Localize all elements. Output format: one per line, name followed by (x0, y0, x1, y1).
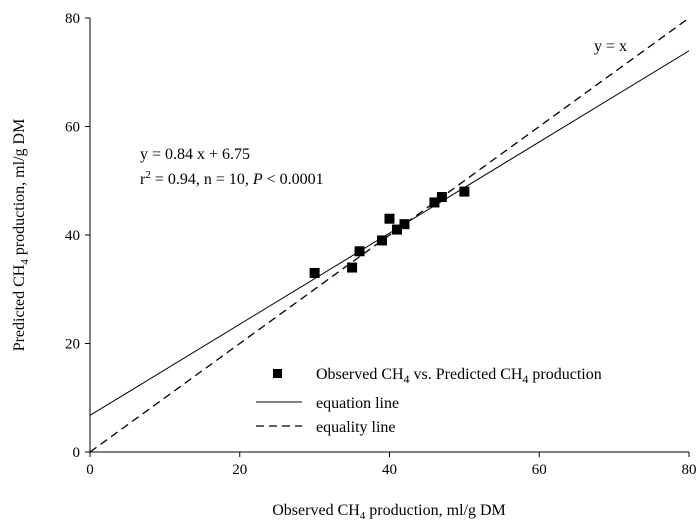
y-tick-label: 20 (65, 337, 80, 353)
y-axis-ticks: 0 20 40 60 80 (65, 11, 90, 461)
legend-label-equality-line: equality line (316, 419, 396, 436)
x-axis-title: Observed CH4 production, ml/g DM (272, 502, 505, 522)
equation-line (90, 50, 689, 416)
legend: Observed CH4 vs. Predicted CH4 productio… (256, 366, 602, 436)
data-point (459, 186, 470, 197)
x-tick-label: 0 (86, 462, 94, 478)
y-tick-label: 40 (65, 228, 80, 244)
y-tick-label: 80 (65, 11, 80, 27)
x-tick-label: 60 (532, 462, 547, 478)
legend-label-equation-line: equation line (316, 395, 399, 412)
fit-lines (90, 18, 689, 452)
data-point (384, 213, 395, 224)
x-tick-label: 80 (682, 462, 697, 478)
y-tick-label: 60 (65, 120, 80, 136)
x-tick-label: 20 (232, 462, 247, 478)
legend-marker-square (273, 369, 282, 378)
equation-annotation: y = 0.84 x + 6.75 (140, 146, 250, 163)
y-axis-title: Predicted CH4 production, ml/g DM (11, 119, 31, 352)
stats-annotation: r2 = 0.94, n = 10, P < 0.0001 (140, 169, 324, 188)
x-tick-label: 40 (382, 462, 397, 478)
legend-label-points: Observed CH4 vs. Predicted CH4 productio… (316, 366, 602, 386)
data-point (429, 197, 440, 208)
data-point (436, 192, 447, 203)
data-point (347, 262, 358, 273)
data-point (377, 235, 388, 246)
data-point (399, 219, 410, 230)
data-point (309, 267, 320, 278)
identity-line-annotation: y = x (594, 38, 627, 55)
data-point (354, 246, 365, 257)
x-axis-ticks: 0 20 40 60 80 (86, 452, 697, 478)
data-points (309, 186, 470, 278)
data-point (391, 224, 402, 235)
y-tick-label: 0 (73, 445, 81, 461)
equality-line (90, 18, 689, 452)
